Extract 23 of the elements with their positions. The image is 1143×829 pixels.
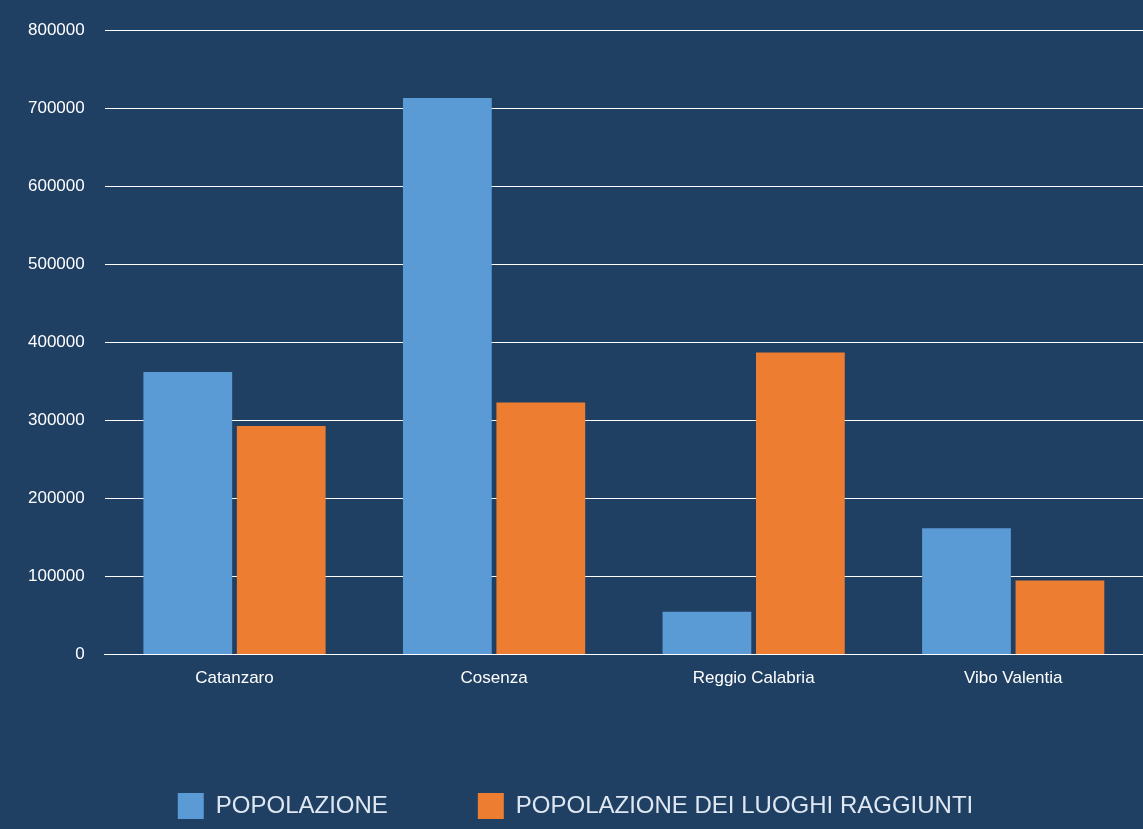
y-tick-label: 800000 — [27, 19, 85, 39]
y-tick-label: 500000 — [27, 254, 85, 274]
y-tick-label: 100000 — [27, 566, 85, 586]
x-tick-label: Cosenza — [460, 668, 529, 688]
y-tick-label: 200000 — [27, 488, 85, 508]
x-tick-label: Catanzaro — [195, 668, 274, 688]
bar — [922, 528, 1011, 655]
bar — [402, 98, 492, 655]
y-tick-label: 400000 — [27, 332, 85, 352]
y-tick-label: 600000 — [27, 175, 85, 195]
y-tick-label: 0 — [75, 644, 85, 664]
bar — [143, 372, 233, 655]
bar — [662, 611, 752, 655]
bar — [236, 425, 326, 655]
bar — [496, 402, 586, 655]
y-tick-label: 700000 — [27, 97, 85, 117]
y-tick-label: 300000 — [27, 410, 85, 430]
bar — [1015, 580, 1105, 655]
bar — [755, 352, 845, 655]
x-tick-label: Reggio Calabria — [692, 668, 816, 688]
legend-label: POPOLAZIONE — [215, 790, 388, 818]
legend-label: POPOLAZIONE DEI LUOGHI RAGGIUNTI — [515, 790, 974, 818]
x-tick-label: Vibo Valentia — [963, 668, 1064, 688]
